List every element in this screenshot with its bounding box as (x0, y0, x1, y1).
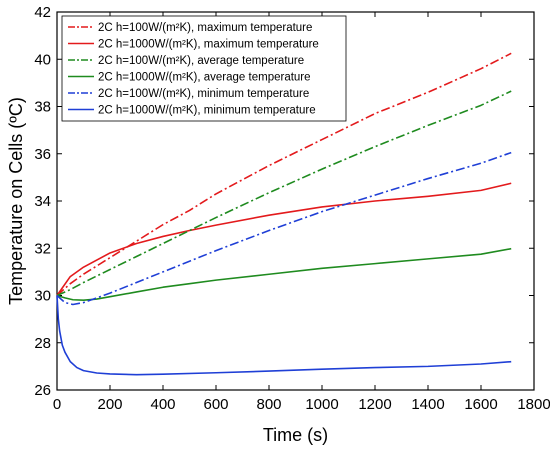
y-tick-label: 38 (34, 99, 51, 116)
legend-label: 2C h=100W/(m²K), minimum temperature (98, 88, 309, 100)
legend-label: 2C h=1000W/(m²K), average temperature (98, 72, 311, 84)
series-line-3 (56, 90, 512, 297)
y-axis-ticks: 26 28 30 32 34 36 38 40 42 (34, 4, 534, 399)
y-tick-label: 34 (34, 193, 51, 210)
legend-label: 2C h=1000W/(m²K), maximum temperature (98, 39, 319, 51)
series-line-5 (56, 151, 512, 306)
y-tick-label: 30 (34, 288, 51, 305)
y-tick-label: 40 (34, 51, 51, 68)
series-layer (56, 52, 512, 376)
legend-label: 2C h=1000W/(m²K), minimum temperature (98, 105, 316, 117)
series-line-2 (56, 182, 512, 296)
x-tick-label: 600 (203, 396, 228, 413)
x-tick-label: 0 (53, 396, 61, 413)
x-tick-label: 1000 (305, 396, 338, 413)
y-tick-label: 32 (34, 240, 51, 257)
legend-label: 2C h=100W/(m²K), maximum temperature (98, 22, 312, 34)
legend-box (61, 15, 347, 122)
x-axis-title: Time (s) (263, 425, 328, 445)
x-tick-label: 1200 (358, 396, 391, 413)
y-tick-label: 26 (34, 382, 51, 399)
y-tick-label: 42 (34, 4, 51, 21)
x-tick-label: 400 (150, 396, 175, 413)
x-tick-label: 200 (97, 396, 122, 413)
series-line-4 (56, 247, 512, 302)
y-tick-label: 28 (34, 335, 51, 352)
x-tick-label: 800 (256, 396, 281, 413)
series-line-6 (56, 295, 512, 376)
x-tick-label: 1400 (411, 396, 444, 413)
x-axis-ticks: 0 200 400 600 800 1000 1200 1400 1600 1800 (53, 12, 550, 413)
legend: 2C h=100W/(m²K), maximum temperature 2C h… (61, 15, 347, 122)
x-tick-label: 1600 (464, 396, 497, 413)
y-tick-label: 36 (34, 146, 51, 163)
x-tick-label: 1800 (517, 396, 550, 413)
legend-label: 2C h=100W/(m²K), average temperature (98, 55, 304, 67)
y-axis-title: Temperature on Cells (ºC) (6, 97, 26, 305)
series-line-1 (56, 52, 512, 297)
